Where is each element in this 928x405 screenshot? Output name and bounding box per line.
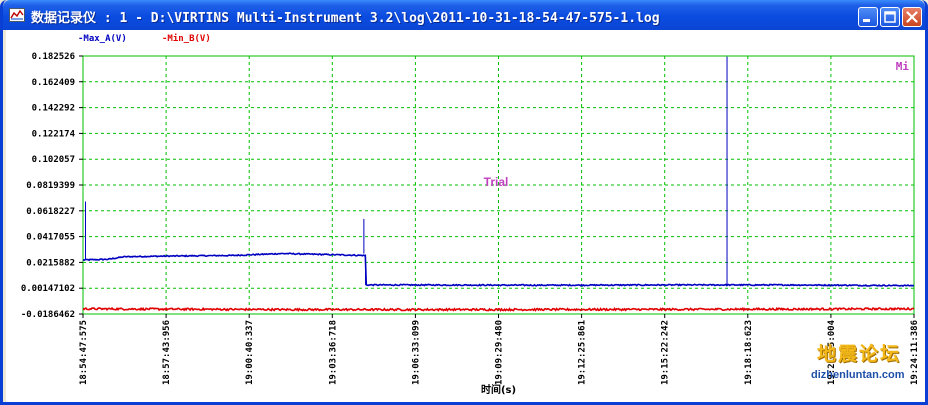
- chart-panel[interactable]: -Max_A(V) -Min_B(V) 0.182526 0.162409 0.142…: [6, 30, 928, 402]
- series-line: [82, 306, 915, 313]
- series-line: [82, 252, 915, 288]
- maximize-icon: [884, 11, 896, 23]
- x-tick-label: 18:57:43:956: [162, 320, 172, 385]
- app-chart-icon[interactable]: [9, 8, 25, 22]
- watermark: 地震论坛 dizhenluntan.com: [811, 336, 925, 386]
- x-tick-label: 19:21:15:004: [827, 319, 837, 385]
- mi-annotation: Mi: [896, 60, 910, 73]
- y-tick-label: 0.0215882: [26, 258, 75, 268]
- x-tick-label: 18:54:47:575: [79, 320, 89, 385]
- watermark-url: dizhenluntan.com: [811, 369, 905, 381]
- y-tick-label: 0.0618227: [26, 207, 75, 217]
- y-tick-label: 0.00147102: [21, 284, 75, 294]
- y-tick-label: 0.122174: [32, 129, 76, 139]
- minimize-button[interactable]: [858, 7, 878, 27]
- x-tick-label: 19:12:25:861: [578, 320, 588, 385]
- window-title: 数据记录仪 : 1 - D:\VIRTINS Multi-Instrument …: [31, 11, 660, 26]
- close-icon: [906, 11, 918, 23]
- x-tick-label: 19:06:33:099: [411, 320, 421, 385]
- x-tick-label: 19:09:29:480: [495, 320, 505, 385]
- y-tick-label: -0.0186462: [21, 310, 75, 320]
- y-tick-label: 0.142292: [32, 104, 75, 114]
- watermark-text: 地震论坛: [817, 343, 902, 365]
- x-tick-label: 19:03:36:718: [328, 320, 338, 385]
- x-tick-label: 19:00:40:337: [245, 320, 255, 385]
- y-tick-label: 0.162409: [32, 78, 75, 88]
- y-tick-label: 0.0819399: [26, 181, 75, 191]
- x-axis-label: 时间(s): [481, 383, 516, 396]
- legend-entry: -Min_B(V): [162, 33, 211, 44]
- x-tick-label: 19:15:22:242: [661, 320, 671, 385]
- title-bar[interactable]: 数据记录仪 : 1 - D:\VIRTINS Multi-Instrument …: [3, 0, 925, 30]
- x-tick-label: 19:24:11:386: [910, 320, 920, 385]
- trial-annotation: Trial: [484, 175, 509, 189]
- close-button[interactable]: [902, 7, 922, 27]
- y-tick-label: 0.0417055: [26, 233, 75, 243]
- line-chart[interactable]: -Max_A(V) -Min_B(V) 0.182526 0.162409 0.142…: [6, 30, 928, 402]
- maximize-button[interactable]: [880, 7, 900, 27]
- legend-entry: -Max_A(V): [78, 34, 127, 44]
- y-tick-label: 0.102057: [32, 155, 75, 165]
- y-tick-label: 0.182526: [32, 52, 75, 62]
- minimize-icon: [863, 19, 870, 22]
- x-tick-label: 19:18:18:623: [744, 320, 754, 385]
